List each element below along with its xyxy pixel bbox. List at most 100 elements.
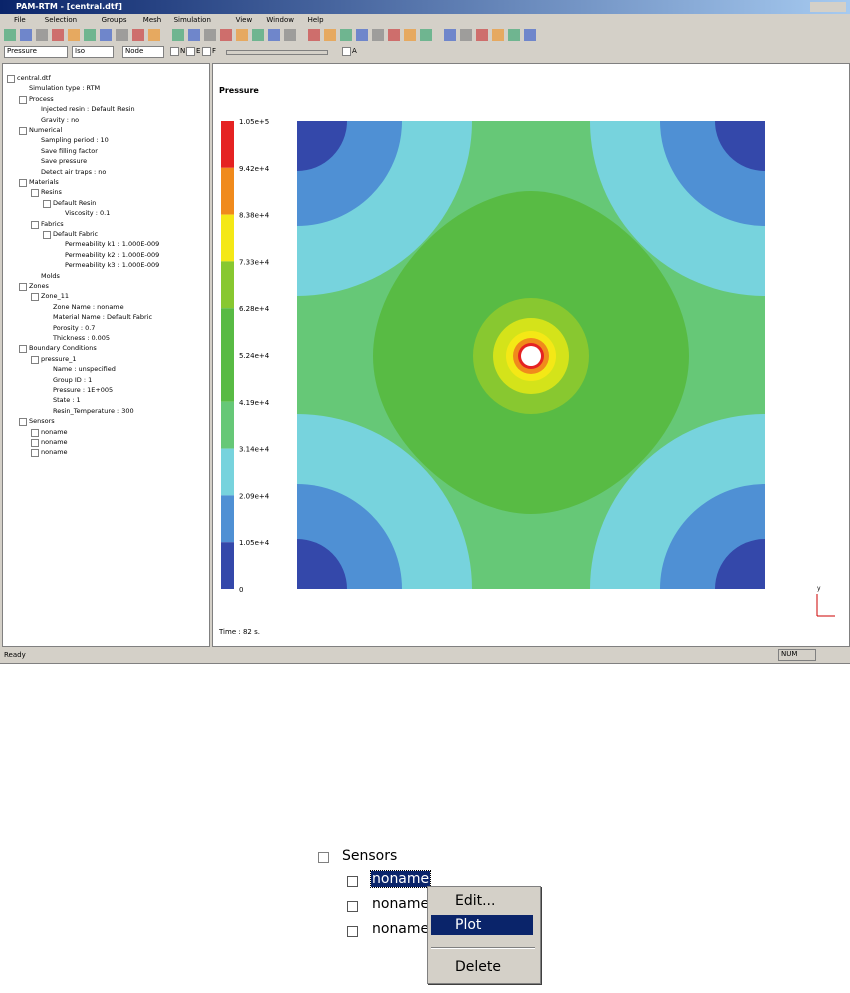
tree-node[interactable]: State : 1 — [53, 396, 81, 405]
toolbar-button[interactable] — [492, 29, 504, 41]
tree-node[interactable]: noname — [372, 921, 430, 937]
menu-item[interactable]: Simulation — [173, 16, 211, 24]
toolbar-button[interactable] — [116, 29, 128, 41]
toolbar-button[interactable] — [404, 29, 416, 41]
tree-expander[interactable] — [347, 901, 358, 912]
menu-item[interactable]: Selection — [44, 16, 78, 24]
tree-node[interactable]: Permeability k3 : 1.000E-009 — [65, 261, 160, 270]
tree-node[interactable]: noname — [41, 438, 68, 446]
tree-node[interactable]: Name : unspecified — [53, 365, 116, 374]
tree-expander[interactable] — [19, 179, 27, 187]
toolbar-button[interactable] — [444, 29, 456, 41]
tree-node[interactable]: Sensors — [342, 848, 398, 864]
menu-item[interactable]: View — [235, 16, 253, 24]
tree-node[interactable]: Default Resin — [53, 198, 97, 207]
tree-node[interactable]: Zones — [29, 282, 49, 290]
tree-expander[interactable] — [43, 199, 51, 208]
toolbar-button[interactable] — [84, 29, 96, 41]
tree-expander[interactable] — [318, 852, 329, 863]
tree-node[interactable]: Materials — [29, 178, 59, 186]
tree-expander[interactable] — [31, 428, 39, 437]
toolbar-button[interactable] — [356, 29, 368, 41]
tree-node[interactable]: Simulation type : RTM — [29, 84, 101, 93]
dropdown[interactable]: Iso — [72, 46, 114, 58]
toolbar-button[interactable] — [148, 29, 160, 41]
toolbar-button[interactable] — [188, 29, 200, 41]
tree-node[interactable]: Zone_11 — [41, 292, 70, 301]
tree-node[interactable]: noname — [41, 427, 68, 436]
tree-node[interactable]: Group ID : 1 — [53, 375, 93, 384]
menu-item[interactable]: Mesh — [142, 16, 162, 24]
tree-node[interactable]: pressure_1 — [41, 354, 77, 363]
slider[interactable] — [226, 50, 328, 55]
tree-expander[interactable] — [31, 189, 39, 198]
toolbar-button[interactable] — [36, 29, 48, 41]
menu-item[interactable]: Groups — [101, 16, 127, 24]
tree-node[interactable]: Zone Name : noname — [53, 302, 124, 311]
toolbar-button[interactable] — [388, 29, 400, 41]
tree-expander[interactable] — [7, 75, 15, 83]
tree-node[interactable]: noname — [369, 870, 432, 888]
tree-expander[interactable] — [347, 876, 358, 887]
toolbar-button[interactable] — [476, 29, 488, 41]
tree-node[interactable]: Thickness : 0.005 — [53, 334, 111, 342]
tree-expander[interactable] — [19, 418, 27, 427]
tree-node[interactable]: Material Name : Default Fabric — [53, 313, 153, 322]
toolbar-button[interactable] — [420, 29, 432, 41]
tree-node[interactable]: Default Fabric — [53, 230, 99, 238]
toolbar-button[interactable] — [68, 29, 80, 41]
tree-node[interactable]: Fabrics — [41, 219, 64, 228]
tree-node[interactable]: Resin_Temperature : 300 — [53, 406, 134, 415]
dropdown[interactable]: Node — [122, 46, 164, 58]
toolbar-button[interactable] — [268, 29, 280, 41]
toolbar-button[interactable] — [20, 29, 32, 41]
toolbar-button[interactable] — [508, 29, 520, 41]
tree-expander[interactable] — [43, 231, 51, 239]
tree-node[interactable]: Permeability k2 : 1.000E-009 — [65, 250, 160, 259]
tree-node[interactable]: Molds — [41, 271, 60, 280]
tree-node[interactable]: noname — [41, 448, 68, 457]
tree-node[interactable]: Pressure : 1E+005 — [53, 386, 114, 394]
toolbar-button[interactable] — [100, 29, 112, 41]
toolbar-button[interactable] — [4, 29, 16, 41]
tree-expander[interactable] — [19, 283, 27, 291]
checkbox[interactable] — [186, 47, 195, 56]
toolbar-button[interactable] — [52, 29, 64, 41]
tree-node[interactable]: Sampling period : 10 — [41, 136, 109, 145]
menu-item[interactable]: Plot — [431, 915, 533, 935]
toolbar-button[interactable] — [372, 29, 384, 41]
toolbar-button[interactable] — [252, 29, 264, 41]
checkbox[interactable] — [342, 47, 351, 56]
toolbar-button[interactable] — [460, 29, 472, 41]
menu-item[interactable]: Window — [266, 16, 294, 24]
toolbar-button[interactable] — [524, 29, 536, 41]
toolbar-button[interactable] — [172, 29, 184, 41]
tree-node[interactable]: Permeability k1 : 1.000E-009 — [65, 240, 160, 249]
tree-node[interactable]: Injected resin : Default Resin — [41, 105, 135, 114]
tree-node[interactable]: Boundary Conditions — [29, 344, 97, 353]
toolbar-button[interactable] — [132, 29, 144, 41]
tree-expander[interactable] — [19, 95, 27, 104]
toolbar-button[interactable] — [324, 29, 336, 41]
toolbar-button[interactable] — [204, 29, 216, 41]
tree-node[interactable]: Numerical — [29, 126, 63, 134]
tree-node[interactable]: Viscosity : 0.1 — [65, 209, 111, 218]
dropdown[interactable]: Pressure — [4, 46, 68, 58]
tree-node[interactable]: Resins — [41, 188, 62, 197]
tree-expander[interactable] — [31, 293, 39, 302]
tree-node[interactable]: Save filling factor — [41, 146, 98, 155]
window-controls[interactable] — [810, 2, 846, 12]
tree-expander[interactable] — [31, 355, 39, 364]
menu-item[interactable]: Help — [307, 16, 324, 24]
toolbar-button[interactable] — [220, 29, 232, 41]
menu-item[interactable]: File — [14, 16, 26, 24]
toolbar-button[interactable] — [284, 29, 296, 41]
tree-node[interactable]: Process — [29, 94, 54, 103]
tree-expander[interactable] — [31, 220, 39, 229]
checkbox[interactable] — [202, 47, 211, 56]
tree-node[interactable]: central.dtf — [17, 74, 51, 82]
tree-expander[interactable] — [347, 926, 358, 937]
toolbar-button[interactable] — [308, 29, 320, 41]
tree-node[interactable]: noname — [372, 896, 430, 912]
tree-node[interactable]: Detect air traps : no — [41, 167, 107, 176]
